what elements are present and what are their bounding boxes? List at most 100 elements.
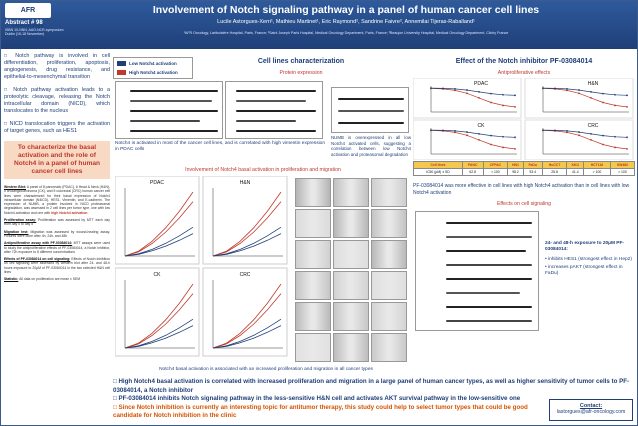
growth-curve [124, 318, 194, 349]
antiproliferative-subtitle: Antiproliferative effects [497, 70, 551, 76]
growth-curve [212, 283, 282, 349]
data-point [514, 136, 516, 139]
legend-high-swatch [117, 70, 126, 75]
cell-lines-title: Cell lines characterization [257, 58, 345, 65]
poster-title: Involvement of Notch signaling pathway i… [152, 4, 540, 16]
protein-expression-subtitle: Protein expression [279, 70, 323, 76]
ic50-table: Cell lines PANC CFPAC HN1 FaDu HuCCT KKU HCT1… [413, 161, 636, 176]
western-blot-panel [115, 81, 223, 139]
micrograph-tile [295, 302, 331, 331]
panel-title: CRC [588, 123, 599, 129]
proliferation-charts: PDAC H&N CK CRC [115, 176, 288, 357]
growth-curve [212, 226, 282, 257]
dose-curve [542, 129, 628, 138]
abstract-subtitle: ISBN 10-NNN, AAO-NCR-symposium Dublin (1… [5, 28, 64, 36]
growth-curve [124, 191, 194, 257]
signaling-item: • increases pAKT (strongest effect in Fa… [545, 265, 623, 276]
micrograph-tile [295, 240, 331, 269]
conclusion-item: □ PF-03084014 inhibits Notch signaling p… [113, 395, 521, 402]
micrograph-tile [295, 178, 331, 207]
affiliations: ¹AFR Oncology, Lariboisière Hospital, Pa… [183, 31, 509, 35]
growth-curve [212, 191, 282, 257]
ic50-table-header: Cell lines PANC CFPAC HN1 FaDu HuCCT KKU HCT1… [413, 161, 636, 169]
ic50-caption: PF-03084014 was more effective in cell l… [413, 183, 630, 196]
intro-paragraph: □ Notch pathway is involved in cell diff… [4, 53, 110, 80]
ic50-table-row: IC50 (µM) ± SD 62.8 > 100 98.2 93.4 25.8 41.… [413, 168, 636, 176]
micrograph-tile [333, 271, 369, 300]
growth-curve [212, 318, 282, 349]
dose-curve [542, 87, 628, 96]
growth-curve [124, 233, 194, 257]
proliferation-panel: CRC [202, 267, 288, 357]
poster-header: AFR Oncology Abstract # 98 ISBN 10-NNN, … [1, 1, 637, 49]
proliferation-panel: PDAC [115, 176, 200, 265]
micrograph-tile [295, 271, 331, 300]
panel-frame [115, 267, 200, 357]
micrograph-tile [295, 333, 331, 362]
conclusion-item: □ High Notch4 basal activation is correl… [113, 378, 630, 394]
panel-title: PDAC [150, 180, 164, 186]
legend-low: Low Notch4 activation [117, 61, 177, 66]
panel-title: CK [478, 123, 486, 129]
micrograph-tile [333, 178, 369, 207]
signaling-subtitle: Effects on cell signaling [496, 201, 552, 207]
signaling-summary: 24- and 48-h exposure to 20µM PF-0308401… [545, 241, 635, 279]
panel-title: CK [154, 272, 162, 278]
micrograph-tile [371, 209, 407, 238]
dose-response-panel: H&N [524, 78, 634, 119]
signaling-intro: 24- and 48-h exposure to 20µM PF-0308401… [545, 241, 624, 252]
dose-curve [430, 87, 516, 96]
micrograph-tile [371, 271, 407, 300]
legend-low-swatch [117, 61, 126, 66]
growth-curve [124, 283, 194, 349]
legend: Low Notch4 activation High Notch4 activa… [113, 57, 193, 79]
bullet-square-icon: □ [4, 53, 16, 59]
proliferation-subtitle: Involvement of Notch4 basal activation i… [185, 167, 341, 173]
growth-curve [124, 293, 194, 349]
antiproliferative-charts: PDAC H&N CK CRC [413, 78, 634, 160]
panel-frame [115, 176, 200, 265]
method-item: Western Blot: A panel of 8 pancreatic (P… [4, 185, 111, 215]
numb-blot-panel [331, 87, 409, 133]
contact-email[interactable]: lastorgues@afr-oncology.com [556, 409, 626, 415]
numb-caption: NUMB is overexpressed in all low Notch4 … [331, 135, 411, 157]
proliferation-panel: CK [115, 267, 200, 357]
dose-response-panel: CK [413, 119, 522, 160]
authors: Lucile Astorgues-Xerri¹, Mathieu Martine… [217, 19, 475, 25]
logo: AFR Oncology [5, 3, 51, 29]
data-point [514, 94, 516, 97]
protein-expression-caption: Notch4 is activated in most of the cance… [115, 141, 325, 152]
growth-curve [212, 325, 282, 349]
micrograph-tile [371, 240, 407, 269]
micrograph-tile [371, 178, 407, 207]
panel-frame [202, 176, 288, 265]
growth-curve [212, 293, 282, 349]
growth-curve [212, 233, 282, 257]
micrograph-tile [333, 209, 369, 238]
contact-box: Contact: lastorgues@afr-oncology.com [549, 399, 633, 421]
method-item: Statistic: All data on proliferation are… [4, 277, 81, 282]
panel-title: H&N [588, 81, 599, 87]
growth-curve [124, 226, 194, 257]
micrograph-tile [333, 302, 369, 331]
legend-high: High Notch4 activation [117, 70, 178, 75]
objective-box: To characterize the basal activation and… [4, 141, 110, 179]
growth-curve [124, 325, 194, 349]
signaling-blot-panel [415, 211, 539, 331]
dose-curve [542, 130, 628, 150]
dose-response-panel: PDAC [413, 78, 522, 119]
proliferation-panel: H&N [202, 176, 288, 265]
methods-section: Western Blot: A panel of 8 pancreatic (P… [4, 185, 110, 282]
dose-curve [430, 129, 516, 138]
intro-paragraph: □ NICD translocation triggers the activa… [4, 121, 110, 134]
inhibitor-title: Effect of the Notch inhibitor PF-0308401… [455, 58, 593, 65]
method-item: Effects of PF-03084014 on cell signaling… [4, 257, 110, 275]
panel-title: CRC [240, 272, 251, 278]
micrograph-tile [333, 333, 369, 362]
dose-curve [542, 88, 628, 108]
data-point [626, 136, 628, 139]
conclusions: □ High Notch4 basal activation is correl… [113, 378, 633, 421]
micrograph-tile [295, 209, 331, 238]
method-item: Antiproliferative assay with PF-03084014… [4, 241, 110, 254]
